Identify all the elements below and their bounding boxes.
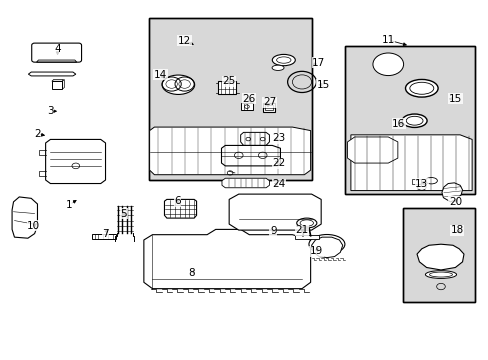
Text: 5: 5 [120, 208, 127, 219]
FancyBboxPatch shape [32, 43, 81, 62]
Text: 13: 13 [414, 179, 427, 189]
Bar [345, 46, 473, 194]
Text: 25: 25 [222, 76, 235, 86]
Text: 4: 4 [54, 45, 61, 54]
Text: 16: 16 [391, 118, 405, 129]
Text: 1: 1 [66, 200, 73, 210]
Polygon shape [45, 139, 105, 184]
Polygon shape [164, 199, 196, 218]
Text: 18: 18 [450, 225, 463, 235]
Bar [92, 234, 116, 239]
Text: 2: 2 [34, 129, 41, 139]
Bar [262, 103, 275, 112]
Bar [402, 208, 473, 302]
Bar [218, 81, 236, 94]
Text: 22: 22 [272, 158, 285, 168]
Text: 3: 3 [47, 106, 54, 116]
Text: 8: 8 [188, 269, 195, 279]
Polygon shape [222, 178, 269, 188]
Ellipse shape [271, 65, 284, 71]
Ellipse shape [425, 271, 456, 278]
Text: 23: 23 [272, 133, 285, 143]
Text: 12: 12 [178, 36, 191, 46]
Ellipse shape [296, 218, 316, 228]
Text: 15: 15 [448, 94, 461, 104]
Bar [411, 179, 420, 184]
Bar [240, 103, 253, 110]
Bar [264, 105, 272, 111]
Text: 20: 20 [448, 197, 461, 207]
Polygon shape [221, 145, 280, 166]
Polygon shape [143, 229, 310, 289]
Ellipse shape [401, 114, 426, 127]
Text: 9: 9 [269, 226, 276, 236]
Text: 11: 11 [381, 35, 394, 45]
Text: 26: 26 [242, 94, 255, 104]
Circle shape [372, 53, 403, 76]
Text: 19: 19 [309, 246, 323, 256]
Text: 21: 21 [295, 225, 308, 235]
Ellipse shape [405, 80, 437, 97]
Ellipse shape [162, 75, 194, 94]
Polygon shape [347, 137, 397, 163]
Polygon shape [240, 132, 269, 145]
Bar [402, 208, 473, 302]
Polygon shape [149, 127, 310, 175]
Bar [148, 18, 311, 180]
Text: 17: 17 [311, 58, 325, 68]
Bar [345, 46, 473, 194]
Text: 7: 7 [102, 229, 109, 239]
Text: 27: 27 [262, 98, 276, 107]
Polygon shape [416, 244, 463, 270]
Text: 15: 15 [316, 80, 329, 90]
Polygon shape [311, 237, 342, 258]
Polygon shape [229, 194, 321, 230]
Polygon shape [12, 197, 38, 238]
Text: 14: 14 [154, 70, 167, 80]
Ellipse shape [272, 54, 295, 66]
Polygon shape [350, 135, 471, 190]
Text: 6: 6 [174, 196, 181, 206]
Bar [294, 235, 318, 239]
Bar [148, 18, 311, 180]
Polygon shape [441, 183, 462, 202]
Text: 10: 10 [27, 221, 40, 231]
Ellipse shape [425, 177, 436, 184]
Bar [52, 81, 62, 89]
Text: 24: 24 [272, 179, 285, 189]
Ellipse shape [308, 234, 344, 254]
